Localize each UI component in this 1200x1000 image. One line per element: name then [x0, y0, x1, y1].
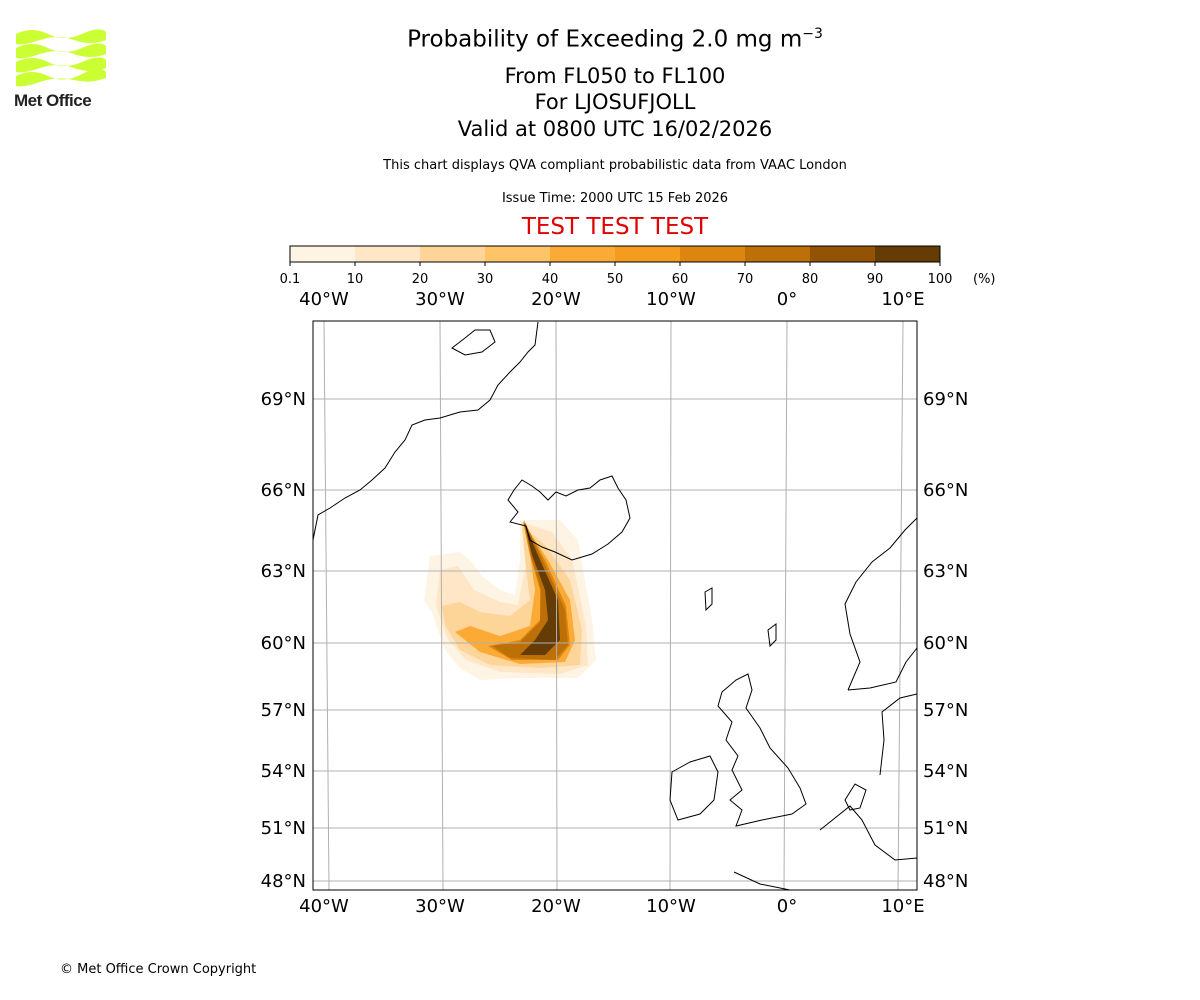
logo-text: Met Office: [14, 91, 92, 110]
probability-contour: [436, 522, 588, 674]
colorbar-segment: [810, 246, 875, 262]
colorbar-tick-label: 30: [477, 272, 494, 287]
gridlines: [313, 320, 917, 891]
meridian: [439, 320, 444, 891]
lat-tick-label: 57°N: [923, 700, 968, 721]
colorbar-segment: [290, 246, 355, 262]
lon-tick-label: 10°E: [881, 896, 924, 917]
colorbar-tick-label: 90: [867, 272, 884, 287]
lon-tick-label: 40°W: [299, 896, 349, 917]
lat-tick-label: 69°N: [923, 389, 968, 410]
valid-time: Valid at 0800 UTC 16/02/2026: [457, 117, 773, 141]
lon-tick-label: 20°W: [531, 289, 581, 310]
coastline-continent: [733, 805, 918, 891]
probability-contour: [424, 520, 596, 680]
meridian: [555, 320, 558, 891]
colorbar-unit: (%): [973, 272, 996, 287]
colorbar-segment: [745, 246, 810, 262]
colorbar-tick-label: 80: [802, 272, 819, 287]
meridian: [323, 320, 330, 891]
lon-tick-label: 0°: [777, 289, 797, 310]
lon-tick-label: 10°W: [646, 896, 696, 917]
lat-tick-label: 63°N: [261, 561, 306, 582]
colorbar-segment: [680, 246, 745, 262]
colorbar-segment: [485, 246, 550, 262]
lon-tick-label: 10°W: [646, 289, 696, 310]
meridian: [897, 320, 904, 891]
colorbar-tick-label: 70: [737, 272, 754, 287]
coastlines: [312, 320, 918, 891]
coastline-norway: [844, 517, 918, 691]
probability-contour: [442, 525, 582, 668]
colorbar-frame: [289, 245, 941, 263]
colorbar: 0.1 10 20 30 40 50 60 70 80 90 100: [280, 245, 953, 287]
probability-contour: [455, 522, 575, 664]
issue-time: Issue Time: 2000 UTC 15 Feb 2026: [501, 191, 729, 206]
coastline-greenland-island: [451, 329, 496, 356]
test-banner: TEST TEST TEST: [521, 214, 709, 240]
lat-tick-label: 60°N: [261, 633, 306, 654]
lon-tick-label: 30°W: [415, 896, 465, 917]
coastline-shetland: [767, 623, 777, 648]
colorbar-tick-label: 100: [928, 272, 953, 287]
chart-title: Probability of Exceeding 2.0 mg m−3: [407, 26, 823, 53]
ash-plume: [424, 520, 596, 680]
lat-tick-label: 48°N: [923, 871, 968, 892]
lat-tick-label: 57°N: [261, 700, 306, 721]
volcano-name: For LJOSUFJOLL: [534, 90, 696, 114]
colorbar-segment: [875, 246, 940, 262]
lat-tick-label: 54°N: [261, 761, 306, 782]
lat-tick-label: 51°N: [261, 818, 306, 839]
meridian: [669, 320, 672, 891]
axis-labels: 40°W 40°W 30°W 30°W 20°W 20°W 10°W 10°W 0° 0° 10°E…: [261, 289, 969, 917]
coastline-great-britain: [717, 673, 807, 827]
colorbar-tick-label: 40: [542, 272, 559, 287]
lon-tick-label: 40°W: [299, 289, 349, 310]
probability-contour: [488, 521, 570, 660]
colorbar-tick-label: 0.1: [280, 272, 301, 287]
description: This chart displays QVA compliant probab…: [383, 158, 847, 173]
probability-contour: [492, 520, 568, 660]
lon-tick-label: 0°: [777, 896, 797, 917]
coastline-faroe: [704, 587, 713, 612]
lon-tick-label: 10°E: [881, 289, 924, 310]
lat-tick-label: 60°N: [923, 633, 968, 654]
lat-tick-label: 69°N: [261, 389, 306, 410]
copyright: © Met Office Crown Copyright: [60, 962, 257, 977]
met-office-logo: [16, 29, 106, 87]
lat-tick-label: 63°N: [923, 561, 968, 582]
colorbar-segment: [615, 246, 680, 262]
colorbar-tick-label: 60: [672, 272, 689, 287]
lat-tick-label: 51°N: [923, 818, 968, 839]
lon-tick-label: 20°W: [531, 896, 581, 917]
colorbar-tick-label: 50: [607, 272, 624, 287]
coastline-iceland: [507, 475, 631, 561]
lat-tick-label: 54°N: [923, 761, 968, 782]
lat-tick-label: 66°N: [923, 480, 968, 501]
lat-tick-label: 66°N: [261, 480, 306, 501]
probability-contour: [520, 522, 560, 655]
flight-level-range: From FL050 to FL100: [504, 64, 726, 88]
lat-tick-label: 48°N: [261, 871, 306, 892]
coastline-sweden-denmark: [844, 693, 918, 811]
meridian: [783, 320, 788, 891]
colorbar-segment: [355, 246, 420, 262]
colorbar-segment: [420, 246, 485, 262]
lon-tick-label: 30°W: [415, 289, 465, 310]
coastline-greenland: [312, 321, 539, 541]
colorbar-segment: [550, 246, 615, 262]
colorbar-tick-label: 20: [412, 272, 429, 287]
map-frame: [312, 320, 918, 891]
coastline-ireland: [669, 755, 719, 821]
colorbar-tick-label: 10: [347, 272, 364, 287]
